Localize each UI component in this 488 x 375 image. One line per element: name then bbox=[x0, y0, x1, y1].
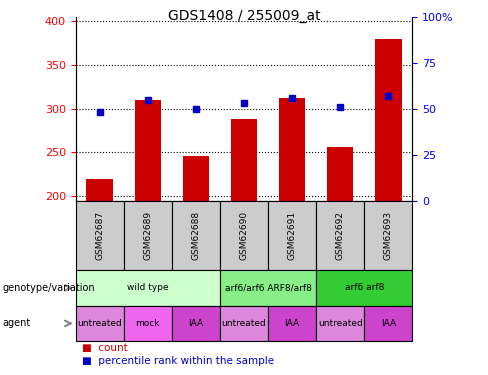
Bar bbox=[220, 270, 316, 306]
Bar bbox=[124, 306, 172, 341]
Text: untreated: untreated bbox=[318, 319, 363, 328]
Bar bbox=[76, 306, 124, 341]
Text: GSM62691: GSM62691 bbox=[287, 211, 297, 260]
Text: GSM62688: GSM62688 bbox=[191, 211, 201, 260]
Text: mock: mock bbox=[136, 319, 160, 328]
Bar bbox=[316, 270, 412, 306]
Bar bbox=[231, 119, 257, 201]
Text: wild type: wild type bbox=[127, 284, 169, 292]
Text: GSM62690: GSM62690 bbox=[240, 211, 248, 260]
Text: arf6 arf8: arf6 arf8 bbox=[345, 284, 384, 292]
Bar bbox=[220, 201, 268, 270]
Bar bbox=[364, 306, 412, 341]
Bar bbox=[76, 270, 220, 306]
Bar bbox=[268, 201, 316, 270]
Bar bbox=[220, 306, 268, 341]
Text: GDS1408 / 255009_at: GDS1408 / 255009_at bbox=[168, 9, 320, 23]
Bar bbox=[268, 306, 316, 341]
Bar bbox=[172, 306, 220, 341]
Bar bbox=[183, 156, 209, 201]
Text: genotype/variation: genotype/variation bbox=[2, 283, 95, 293]
Text: GSM62692: GSM62692 bbox=[336, 211, 345, 260]
Bar bbox=[76, 201, 124, 270]
Bar bbox=[316, 306, 364, 341]
Bar bbox=[135, 100, 161, 201]
Bar bbox=[375, 39, 402, 201]
Bar bbox=[124, 201, 172, 270]
Text: untreated: untreated bbox=[77, 319, 122, 328]
Text: GSM62687: GSM62687 bbox=[95, 211, 104, 260]
Bar bbox=[327, 147, 353, 201]
Text: ■  count: ■ count bbox=[82, 343, 128, 353]
Text: IAA: IAA bbox=[188, 319, 203, 328]
Bar bbox=[86, 179, 113, 201]
Text: IAA: IAA bbox=[285, 319, 300, 328]
Text: arf6/arf6 ARF8/arf8: arf6/arf6 ARF8/arf8 bbox=[224, 284, 311, 292]
Text: GSM62689: GSM62689 bbox=[143, 211, 152, 260]
Text: untreated: untreated bbox=[222, 319, 266, 328]
Bar bbox=[172, 201, 220, 270]
Bar bbox=[279, 98, 305, 201]
Bar bbox=[364, 201, 412, 270]
Text: IAA: IAA bbox=[381, 319, 396, 328]
Bar bbox=[316, 201, 364, 270]
Text: GSM62693: GSM62693 bbox=[384, 211, 393, 260]
Text: agent: agent bbox=[2, 318, 31, 328]
Text: ■  percentile rank within the sample: ■ percentile rank within the sample bbox=[82, 356, 274, 366]
